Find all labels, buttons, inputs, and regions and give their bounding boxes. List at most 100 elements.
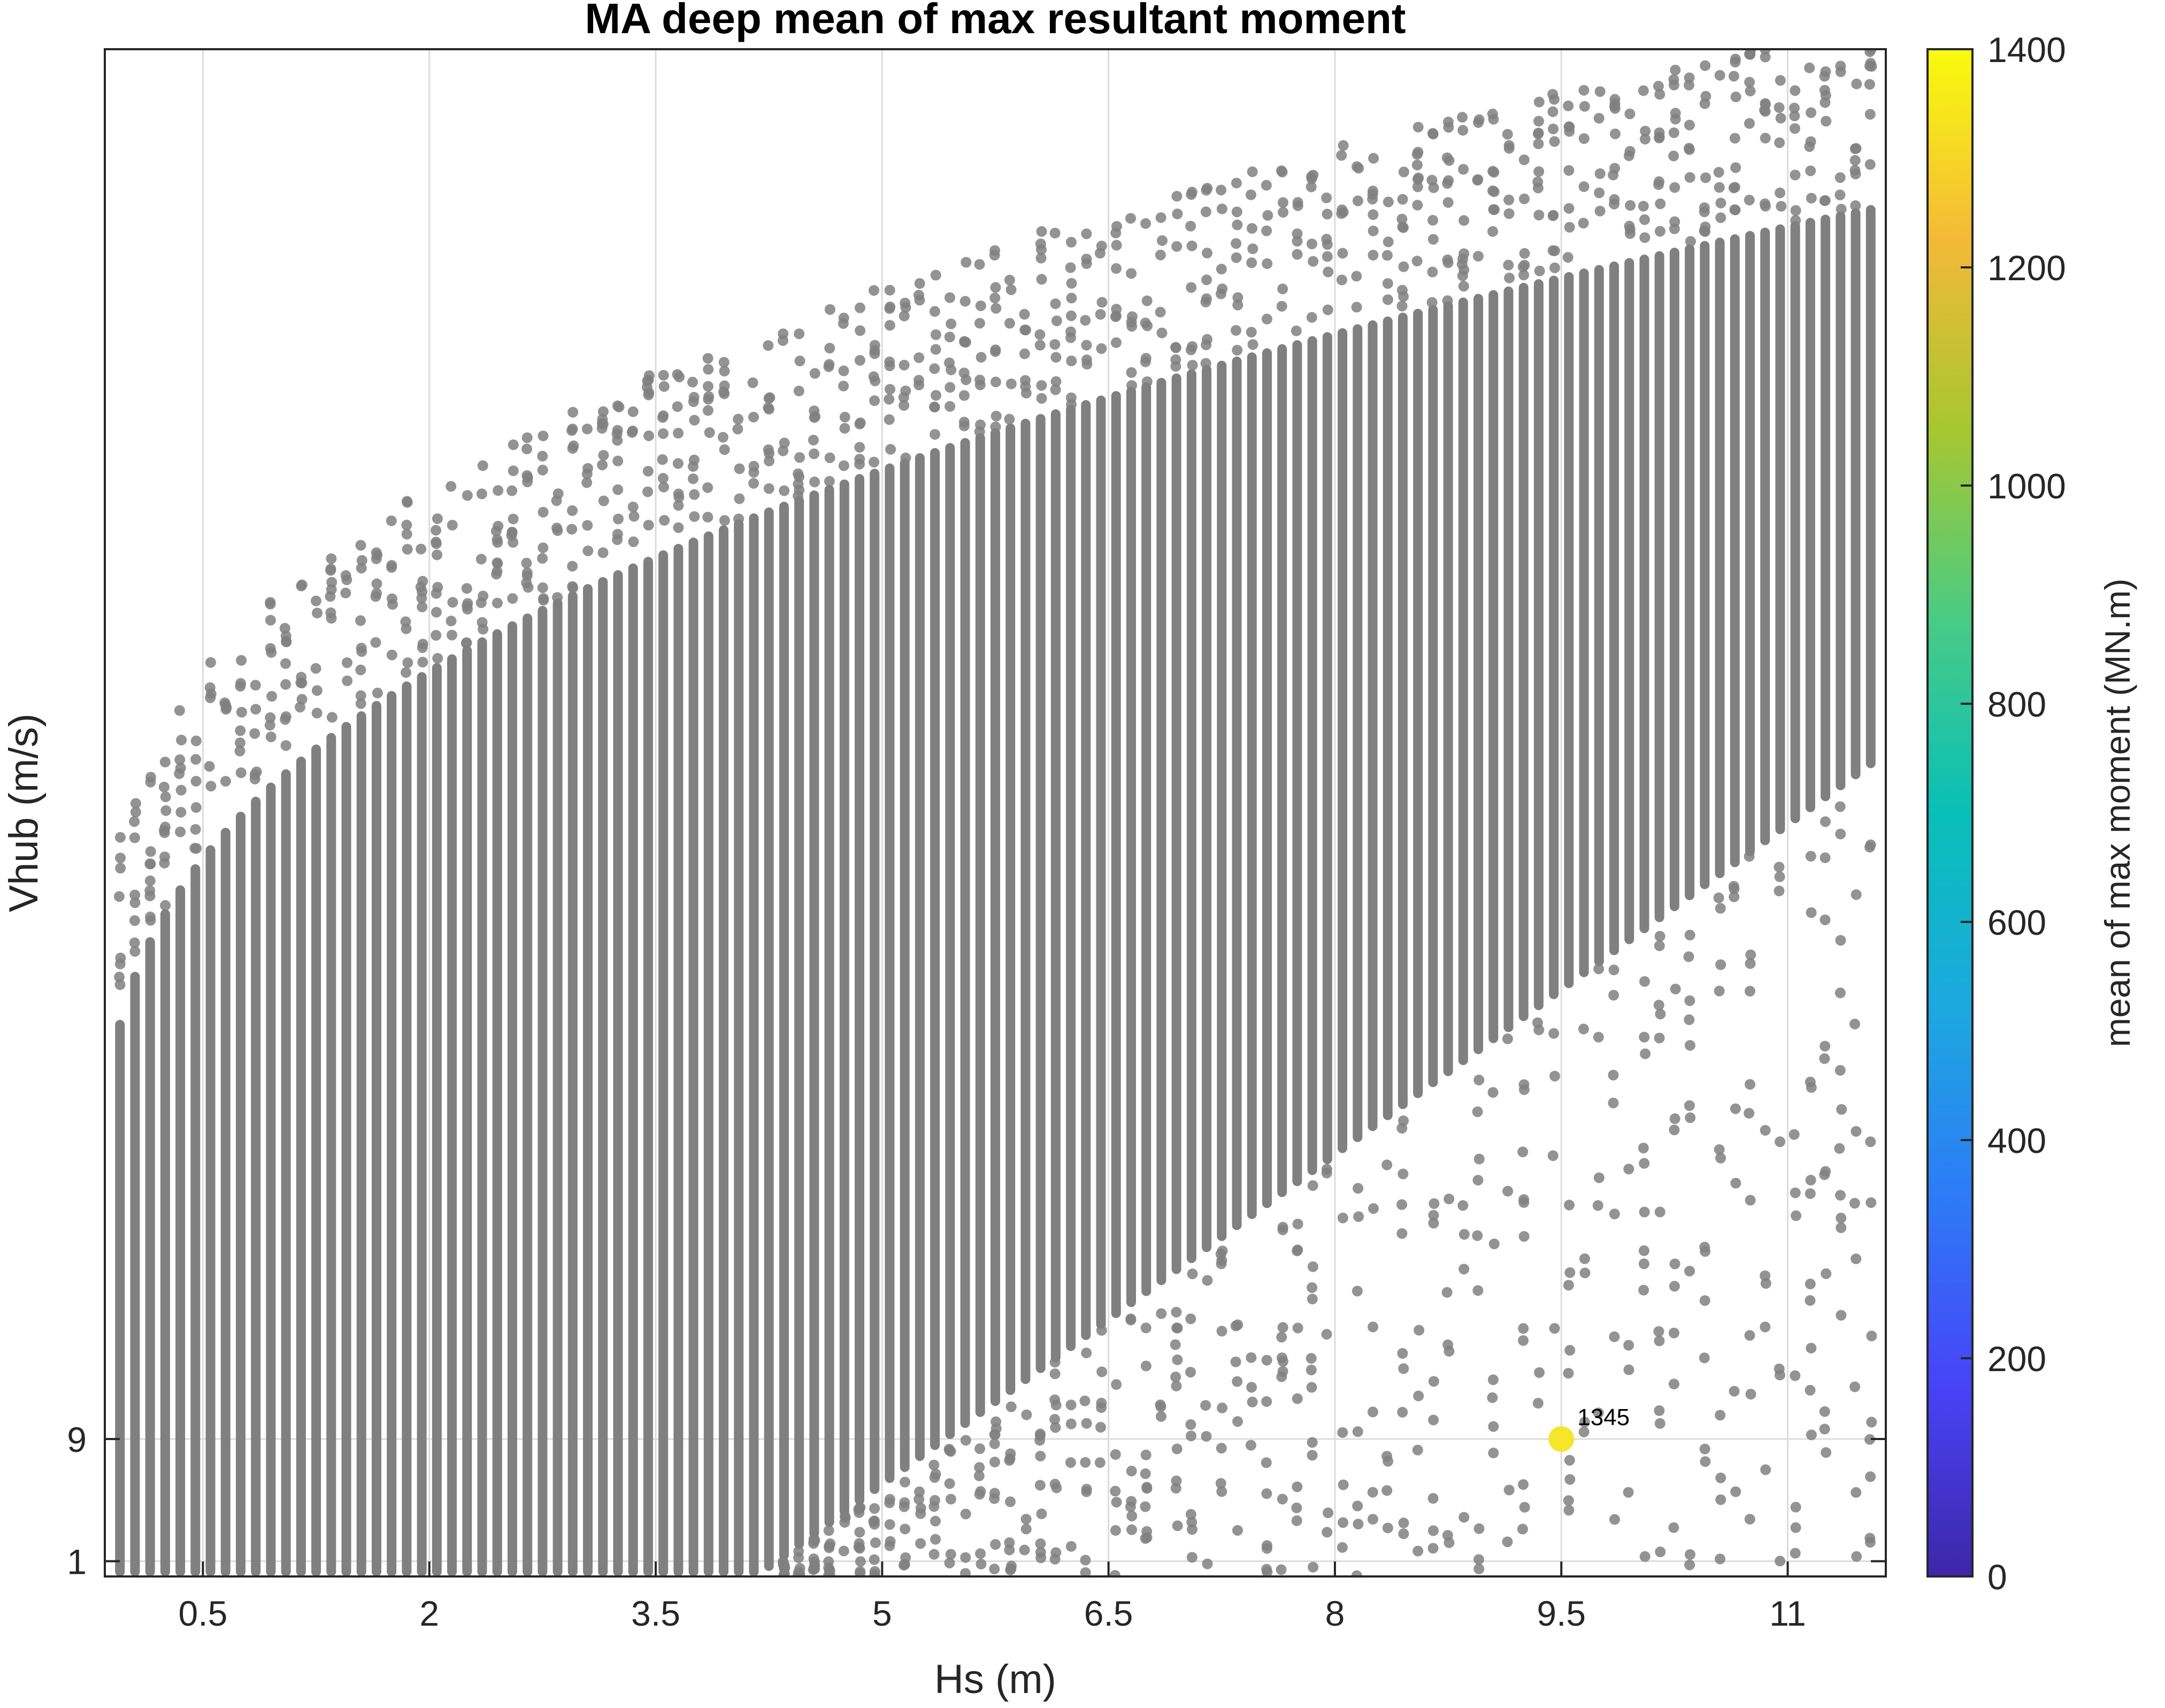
scatter-point: [1050, 1422, 1061, 1433]
scatter-column: [1292, 340, 1302, 1187]
scatter-point: [1549, 1323, 1560, 1334]
y-tick-label: 9: [67, 1420, 87, 1459]
scatter-point: [991, 303, 1002, 314]
scatter-point: [1684, 1265, 1695, 1276]
scatter-point: [1623, 1164, 1634, 1175]
scatter-point: [1411, 159, 1423, 171]
scatter-point: [1308, 1561, 1319, 1573]
scatter-point: [1321, 193, 1332, 204]
scatter-column: [1035, 414, 1046, 1373]
scatter-point: [718, 357, 730, 368]
scatter-point: [1277, 283, 1288, 295]
scatter-point: [898, 392, 909, 403]
scatter-point: [432, 653, 443, 664]
scatter-point: [1110, 337, 1122, 348]
scatter-point: [1533, 128, 1544, 140]
x-tick-label: 8: [1325, 1594, 1345, 1633]
scatter-point: [1562, 252, 1573, 263]
scatter-point: [355, 698, 366, 709]
scatter-column: [613, 570, 623, 1576]
scatter-point: [1819, 195, 1830, 206]
scatter-point: [1216, 1326, 1227, 1337]
scatter-point: [855, 1556, 866, 1567]
scatter-point: [1654, 1405, 1665, 1416]
scatter-point: [794, 328, 805, 340]
scatter-point: [1624, 145, 1636, 157]
scatter-column: [1609, 261, 1619, 956]
scatter-point: [1713, 893, 1724, 904]
scatter-point: [522, 472, 533, 483]
scatter-point: [1669, 1379, 1680, 1390]
scatter-point: [1080, 1457, 1091, 1468]
scatter-point: [1684, 1040, 1695, 1051]
scatter-point: [280, 714, 291, 725]
scatter-point: [1140, 1501, 1151, 1512]
scatter-point: [597, 459, 608, 471]
scatter-point: [280, 740, 291, 751]
scatter-point: [703, 364, 714, 375]
scatter-point: [1805, 1295, 1816, 1306]
scatter-point: [763, 483, 774, 494]
scatter-column: [734, 519, 744, 1576]
scatter-point: [476, 488, 487, 499]
scatter-point: [1080, 315, 1091, 326]
scatter-point: [930, 270, 941, 281]
scatter-point: [777, 335, 788, 346]
scatter-point: [1579, 101, 1590, 112]
scatter-point: [1276, 1371, 1287, 1382]
scatter-point: [1081, 340, 1092, 351]
scatter-point: [1640, 126, 1651, 137]
scatter-point: [1547, 1150, 1559, 1161]
x-tick-label: 5: [872, 1594, 892, 1633]
scatter-point: [658, 381, 670, 392]
scatter-point: [1019, 309, 1030, 320]
scatter-point: [370, 637, 381, 648]
scatter-point: [1412, 199, 1423, 211]
scatter-point: [1670, 983, 1681, 995]
scatter-point: [913, 1494, 925, 1505]
scatter-column: [643, 557, 653, 1576]
scatter-point: [1851, 78, 1862, 89]
scatter-point: [431, 536, 442, 548]
scatter-point: [839, 422, 850, 434]
scatter-point: [1819, 1041, 1831, 1052]
scatter-point: [1775, 187, 1786, 198]
scatter-point: [506, 530, 517, 541]
scatter-point: [1714, 1144, 1725, 1155]
scatter-point: [402, 544, 413, 555]
y-axis-label: Vhub (m/s): [1, 713, 47, 912]
scatter-point: [824, 476, 835, 487]
scatter-point: [1774, 871, 1785, 882]
scatter-point: [672, 401, 683, 412]
scatter-point: [372, 687, 383, 698]
scatter-point: [1685, 1112, 1696, 1124]
scatter-point: [1306, 312, 1317, 323]
scatter-column: [1066, 404, 1076, 1351]
scatter-point: [1126, 1465, 1137, 1476]
scatter-point: [340, 587, 351, 598]
scatter-point: [1835, 935, 1846, 946]
scatter-point: [1096, 1397, 1107, 1409]
scatter-point: [1503, 194, 1515, 205]
scatter-point: [1081, 258, 1092, 269]
scatter-point: [1790, 170, 1801, 181]
scatter-point: [1216, 264, 1227, 275]
scatter-point: [1851, 32, 1861, 43]
scatter-point: [1836, 1310, 1847, 1321]
scatter-column: [1624, 258, 1634, 944]
scatter-point: [1805, 1384, 1816, 1396]
scatter-point: [1608, 1097, 1619, 1109]
scatter-point: [930, 1534, 941, 1545]
scatter-point: [1805, 1279, 1816, 1290]
scatter-point: [628, 511, 640, 522]
scatter-point: [236, 706, 247, 718]
scatter-column: [749, 513, 759, 1576]
scatter-point: [1261, 180, 1272, 191]
scatter-point: [1578, 181, 1590, 193]
scatter-point: [1141, 295, 1153, 306]
scatter-point: [1563, 1495, 1574, 1506]
scatter-point: [598, 450, 609, 461]
scatter-point: [1185, 1419, 1196, 1430]
scatter-point: [1728, 182, 1739, 194]
scatter-point: [567, 560, 578, 572]
